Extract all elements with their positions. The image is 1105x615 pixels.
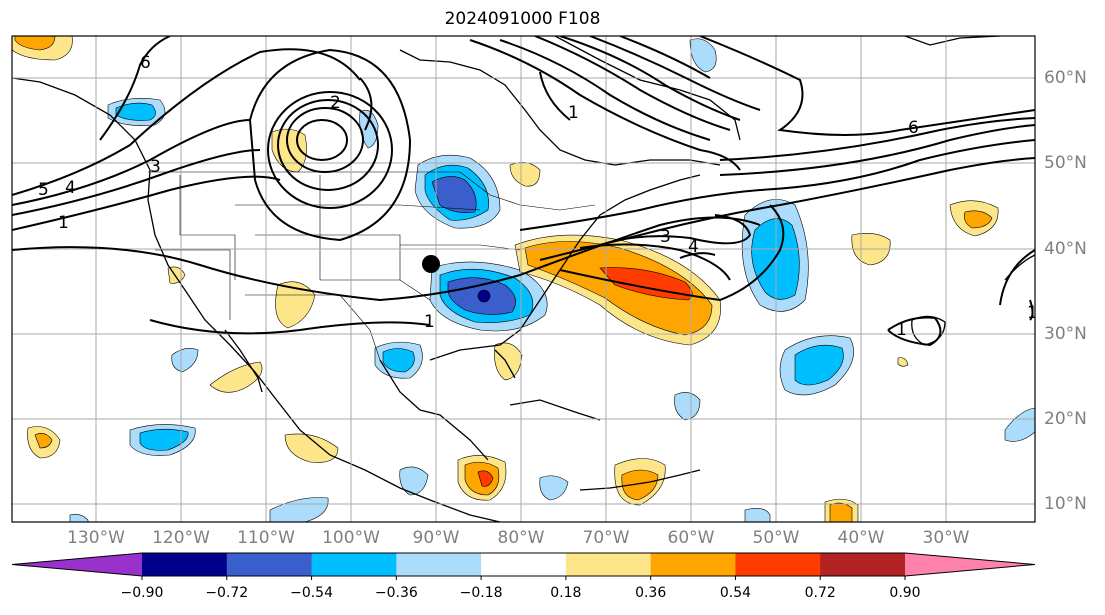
map-title: 2024091000 F108 (444, 9, 601, 29)
colorbar-tick-label: −0.90 (120, 585, 164, 601)
contour-label: 4 (65, 178, 76, 198)
lon-label-110w: 110°W (237, 528, 295, 548)
colorbar-tick-label: −0.36 (374, 585, 418, 601)
lat-label-10n: 10°N (1044, 494, 1087, 514)
lat-label-50n: 50°N (1044, 153, 1087, 173)
lon-label-100w: 100°W (322, 528, 380, 548)
contour-label: 2 (330, 93, 341, 113)
contour-label: 1 (424, 312, 435, 332)
contour-label: 1 (58, 213, 69, 233)
lon-label-30w: 30°W (922, 528, 970, 548)
contour-labels: 6 5 4 1 3 2 3 4 1 6 1 1 1 (38, 53, 1038, 340)
coastlines (12, 36, 1035, 522)
contour-label: 6 (140, 53, 151, 73)
lon-label-130w: 130°W (67, 528, 125, 548)
colorbar-tick-label: −0.54 (290, 585, 333, 601)
contour-label: 3 (660, 227, 671, 247)
contour-label: 6 (908, 118, 919, 138)
black-dot-marker (422, 255, 440, 273)
contour-label: 1 (1027, 303, 1038, 323)
lat-label-30n: 30°N (1044, 324, 1087, 344)
contour-label: 1 (896, 320, 907, 340)
colorbar-tick-label: −0.18 (459, 585, 503, 601)
lon-label-60w: 60°W (667, 528, 715, 548)
political-borders (148, 171, 596, 361)
lat-label-40n: 40°N (1044, 239, 1087, 259)
colorbar-tick-label: 0.54 (719, 585, 752, 601)
colorbar-tick-label: 0.36 (635, 585, 667, 601)
lon-label-70w: 70°W (582, 528, 630, 548)
height-contours (12, 36, 1035, 347)
lon-label-50w: 50°W (752, 528, 800, 548)
lat-label-20n: 20°N (1044, 409, 1087, 429)
graticule (12, 36, 1035, 522)
contour-label: 1 (568, 103, 579, 123)
lon-label-120w: 120°W (152, 528, 210, 548)
colorbar-tick-label: −0.72 (205, 585, 249, 601)
lon-label-40w: 40°W (837, 528, 885, 548)
lat-label-60n: 60°N (1044, 68, 1087, 88)
map-frame (11, 35, 1036, 523)
colorbar-tick-label: 0.18 (550, 585, 582, 601)
lon-label-80w: 80°W (497, 528, 545, 548)
lon-label-90w: 90°W (412, 528, 460, 548)
colorbar-tick-label: 0.72 (804, 585, 836, 601)
colorbar-tick-label: 0.90 (889, 585, 921, 601)
contour-label: 4 (688, 237, 699, 257)
contour-label: 3 (150, 157, 161, 177)
contour-label: 5 (38, 180, 49, 200)
